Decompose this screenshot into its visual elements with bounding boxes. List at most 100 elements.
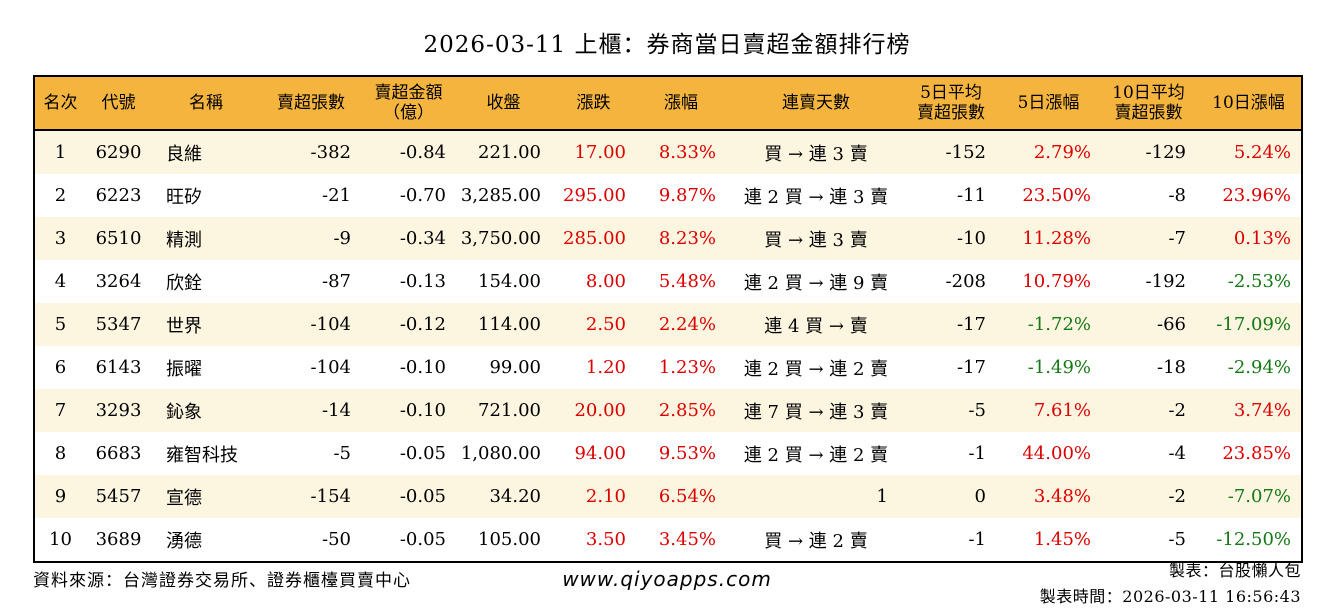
cell-name: 精測 bbox=[166, 229, 202, 251]
col-header-rank: 名次 bbox=[34, 76, 86, 131]
table-row: 9 5457 宣德 -154 -0.05 34.20 2.10 6.54% 1 0 3.48% -2 -… bbox=[34, 475, 1302, 518]
cell-avg5-volume: -17 bbox=[957, 314, 986, 335]
cell-rank: 9 bbox=[54, 486, 67, 507]
cell-change: 2.10 bbox=[585, 486, 626, 507]
cell-pct10: 0.13% bbox=[1233, 228, 1291, 249]
cell-avg10-volume: -192 bbox=[1145, 271, 1186, 292]
cell-change: 8.00 bbox=[585, 271, 626, 292]
cell-streak-days: 連 4 買 → 賣 bbox=[764, 315, 868, 337]
data-source-note: 資料來源：台灣證券交易所、證券櫃檯買賣中心 bbox=[33, 571, 411, 591]
cell-streak-days: 連 2 買 → 連 9 賣 bbox=[743, 272, 889, 294]
credit-timestamp: 製表時間：2026-03-11 16:56:43 bbox=[1039, 587, 1301, 606]
cell-change: 285.00 bbox=[563, 228, 626, 249]
cell-code: 6223 bbox=[95, 185, 142, 206]
table-row: 10 3689 湧德 -50 -0.05 105.00 3.50 3.45% 買 → 連 2 賣… bbox=[34, 518, 1302, 562]
cell-avg5-volume: -5 bbox=[968, 400, 986, 421]
table-row: 5 5347 世界 -104 -0.12 114.00 2.50 2.24% 連 4 買 → 賣… bbox=[34, 303, 1302, 346]
table-row: 7 3293 鈊象 -14 -0.10 721.00 20.00 2.85% 連 7 買 → 連… bbox=[34, 389, 1302, 432]
col-header-sell-volume: 賣超張數 bbox=[261, 76, 361, 131]
cell-pct5: 23.50% bbox=[1022, 185, 1091, 206]
col-header-change: 漲跌 bbox=[551, 76, 636, 131]
website-url: www.qiyoapps.com bbox=[562, 567, 772, 591]
cell-close: 721.00 bbox=[478, 400, 541, 421]
cell-sell-amount: -0.34 bbox=[399, 228, 446, 249]
cell-code: 5457 bbox=[95, 486, 142, 507]
cell-avg10-volume: -7 bbox=[1168, 228, 1186, 249]
cell-close: 34.20 bbox=[489, 486, 541, 507]
cell-change-pct: 8.23% bbox=[658, 228, 716, 249]
cell-change: 3.50 bbox=[585, 529, 626, 550]
cell-pct5: 2.79% bbox=[1033, 142, 1091, 163]
cell-rank: 3 bbox=[54, 228, 67, 249]
table-row: 1 6290 良維 -382 -0.84 221.00 17.00 8.33% 買 → 連 3 … bbox=[34, 130, 1302, 174]
cell-code: 3689 bbox=[95, 529, 142, 550]
col-header-change-pct: 漲幅 bbox=[636, 76, 726, 131]
cell-avg10-volume: -129 bbox=[1145, 142, 1186, 163]
col-header-streak-days: 連賣天數 bbox=[726, 76, 906, 131]
cell-sell-amount: -0.10 bbox=[399, 400, 446, 421]
cell-change: 1.20 bbox=[585, 357, 626, 378]
cell-name: 良維 bbox=[166, 143, 202, 165]
cell-close: 114.00 bbox=[478, 314, 541, 335]
cell-pct10: -2.94% bbox=[1227, 357, 1291, 378]
cell-change: 94.00 bbox=[574, 443, 626, 464]
col-header-avg5-volume: 5日平均 賣超張數 bbox=[906, 76, 996, 131]
table-row: 8 6683 雍智科技 -5 -0.05 1,080.00 94.00 9.53% 連 2 買 … bbox=[34, 432, 1302, 475]
col-header-code: 代號 bbox=[86, 76, 151, 131]
cell-name: 世界 bbox=[166, 315, 202, 337]
cell-sell-volume: -87 bbox=[322, 271, 351, 292]
cell-streak-days: 連 2 買 → 連 2 賣 bbox=[743, 358, 889, 380]
cell-pct5: -1.72% bbox=[1027, 314, 1091, 335]
table-row: 6 6143 振曜 -104 -0.10 99.00 1.20 1.23% 連 2 買 → 連 … bbox=[34, 346, 1302, 389]
cell-change: 2.50 bbox=[585, 314, 626, 335]
cell-change: 295.00 bbox=[563, 185, 626, 206]
cell-sell-amount: -0.05 bbox=[399, 486, 446, 507]
cell-avg10-volume: -8 bbox=[1168, 185, 1186, 206]
cell-streak-days: 1 bbox=[876, 486, 888, 507]
cell-name: 鈊象 bbox=[166, 401, 202, 423]
cell-sell-volume: -382 bbox=[310, 142, 351, 163]
cell-rank: 6 bbox=[54, 357, 67, 378]
cell-name: 雍智科技 bbox=[166, 444, 238, 466]
cell-avg10-volume: -2 bbox=[1168, 486, 1186, 507]
cell-streak-days: 連 2 買 → 連 2 賣 bbox=[743, 444, 889, 466]
cell-avg10-volume: -66 bbox=[1157, 314, 1186, 335]
cell-avg10-volume: -4 bbox=[1168, 443, 1186, 464]
cell-change-pct: 8.33% bbox=[658, 142, 716, 163]
cell-avg5-volume: -11 bbox=[957, 185, 986, 206]
cell-close: 1,080.00 bbox=[460, 443, 541, 464]
cell-close: 221.00 bbox=[478, 142, 541, 163]
cell-avg5-volume: -152 bbox=[945, 142, 986, 163]
cell-streak-days: 買 → 連 3 賣 bbox=[764, 143, 868, 165]
cell-code: 6143 bbox=[95, 357, 142, 378]
col-header-avg10-volume: 10日平均 賣超張數 bbox=[1101, 76, 1196, 131]
cell-sell-amount: -0.05 bbox=[399, 443, 446, 464]
cell-avg5-volume: -17 bbox=[957, 357, 986, 378]
cell-close: 3,750.00 bbox=[460, 228, 541, 249]
cell-pct10: 23.96% bbox=[1222, 185, 1291, 206]
cell-sell-volume: -5 bbox=[333, 443, 351, 464]
col-header-sell-amount: 賣超金額 （億） bbox=[361, 76, 456, 131]
cell-streak-days: 買 → 連 3 賣 bbox=[764, 229, 868, 251]
cell-change: 20.00 bbox=[574, 400, 626, 421]
cell-pct10: -12.50% bbox=[1216, 529, 1291, 550]
cell-rank: 4 bbox=[54, 271, 67, 292]
cell-sell-volume: -104 bbox=[310, 314, 351, 335]
cell-change-pct: 1.23% bbox=[658, 357, 716, 378]
cell-sell-amount: -0.70 bbox=[399, 185, 446, 206]
cell-code: 6290 bbox=[95, 142, 142, 163]
cell-pct5: 7.61% bbox=[1033, 400, 1091, 421]
cell-change-pct: 5.48% bbox=[658, 271, 716, 292]
cell-pct10: 5.24% bbox=[1233, 142, 1291, 163]
cell-name: 欣銓 bbox=[166, 272, 202, 294]
cell-rank: 7 bbox=[54, 400, 67, 421]
cell-change-pct: 9.53% bbox=[658, 443, 716, 464]
cell-sell-amount: -0.13 bbox=[399, 271, 446, 292]
cell-sell-amount: -0.12 bbox=[399, 314, 446, 335]
col-header-name: 名稱 bbox=[151, 76, 261, 131]
col-header-pct10: 10日漲幅 bbox=[1196, 76, 1302, 131]
col-header-close: 收盤 bbox=[456, 76, 551, 131]
cell-avg5-volume: -1 bbox=[968, 443, 986, 464]
cell-code: 5347 bbox=[95, 314, 142, 335]
